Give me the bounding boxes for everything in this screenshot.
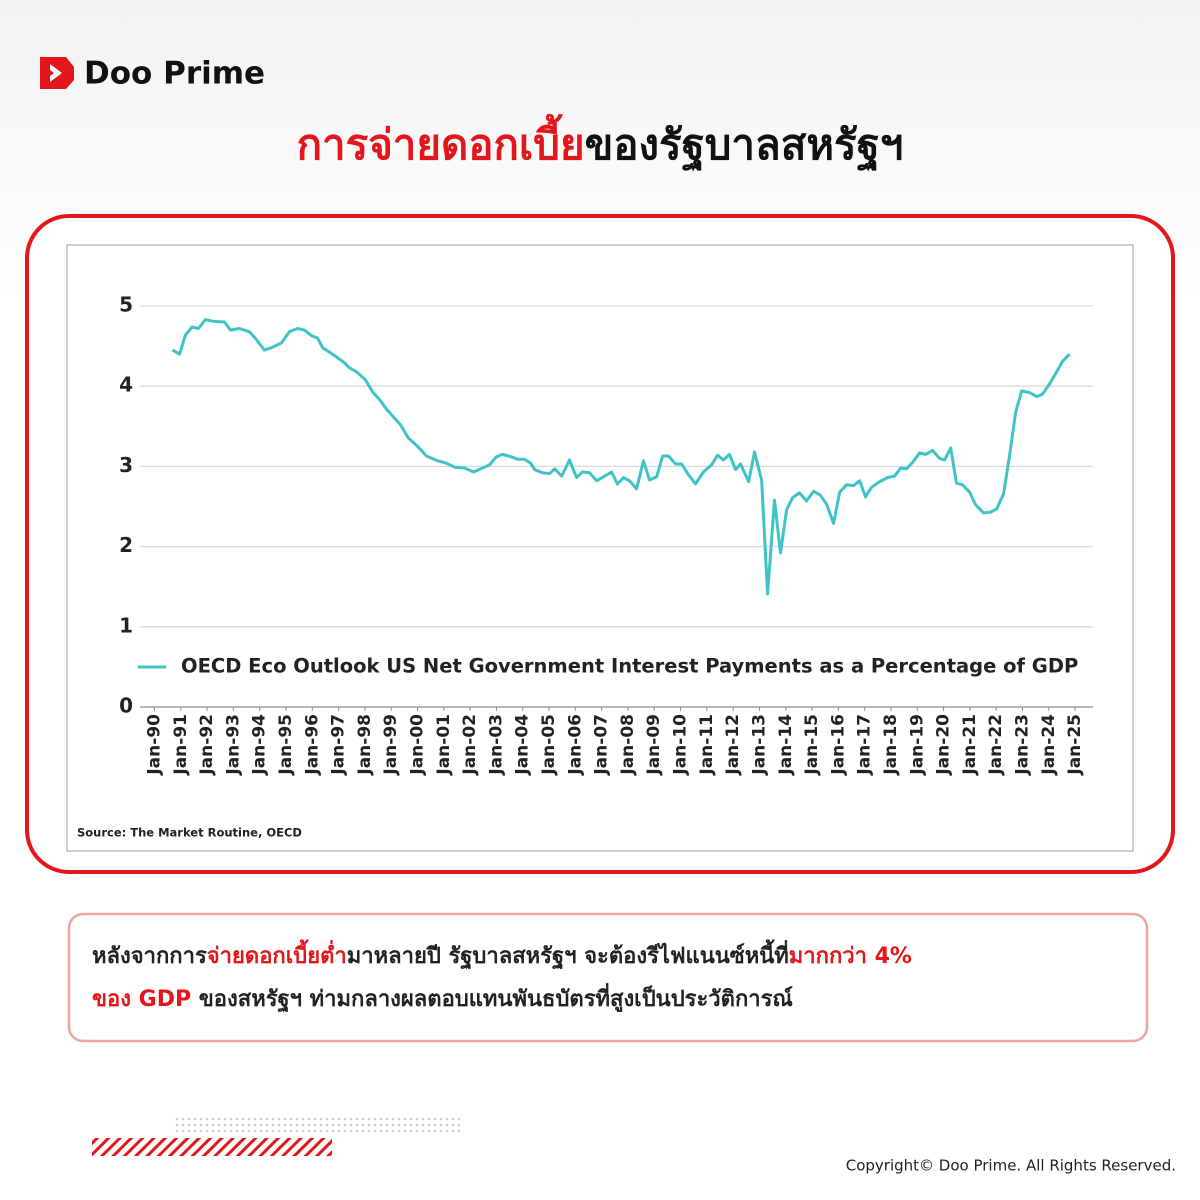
x-tick-label: Jan-98	[355, 714, 375, 776]
x-tick-label: Jan-17	[855, 714, 875, 776]
x-tick-label: Jan-01	[434, 714, 454, 776]
caption-box	[67, 912, 1149, 1043]
caption-part: หลังจากการ	[92, 944, 207, 969]
x-tick-label: Jan-25	[1065, 714, 1085, 776]
x-tick-label: Jan-94	[250, 714, 270, 776]
y-tick-label: 2	[119, 533, 133, 557]
x-tick-label: Jan-91	[171, 714, 191, 776]
title-part: การจ่ายดอกเบี้ย	[297, 113, 585, 169]
title: การจ่ายดอกเบี้ยของรัฐบาลสหรัฐฯ	[297, 113, 904, 172]
x-tick-label: Jan-24	[1039, 714, 1059, 776]
chart-box	[66, 244, 1134, 852]
caption-line: หลังจากการจ่ายดอกเบี้ยต่ำมาหลายปี รัฐบาล…	[92, 939, 912, 970]
x-tick-label: Jan-23	[1013, 714, 1033, 776]
x-tick-label: Jan-19	[907, 714, 927, 776]
x-tick-label: Jan-02	[460, 714, 480, 776]
x-tick-label: Jan-03	[486, 714, 506, 776]
x-tick-label: Jan-14	[776, 714, 796, 776]
caption-line: ของ GDP ของสหรัฐฯ ท่ามกลางผลตอบแทนพันธบั…	[92, 982, 793, 1013]
decor-dots	[175, 1117, 460, 1135]
x-tick-label: Jan-05	[539, 714, 559, 776]
x-tick-label: Jan-16	[828, 714, 848, 776]
x-tick-label: Jan-97	[329, 714, 349, 776]
x-tick-label: Jan-12	[723, 714, 743, 776]
title-part: ของรัฐบาลสหรัฐฯ	[585, 120, 904, 172]
x-tick-label: Jan-99	[381, 714, 401, 776]
x-tick-label: Jan-93	[223, 714, 243, 776]
chart: 0 1 2 3 4 5 Jan-90 Jan-91 Jan-92 Jan-93 Jan-94 Jan-…	[119, 293, 1093, 776]
y-tick-label: 1	[119, 613, 133, 637]
x-tick-label: Jan-96	[302, 714, 322, 776]
y-tick-label: 3	[119, 453, 133, 477]
source: Source: The Market Routine, OECD	[77, 826, 302, 840]
x-tick-label: Jan-09	[644, 714, 664, 776]
logo: Doo Prime	[40, 56, 265, 92]
caption-part: มากกว่า 4%	[789, 944, 912, 969]
x-tick-label: Jan-20	[934, 714, 954, 776]
caption-part: ของ GDP	[92, 987, 191, 1012]
caption: หลังจากการจ่ายดอกเบี้ยต่ำมาหลายปี รัฐบาล…	[92, 939, 912, 1013]
x-tick-label: Jan-10	[671, 714, 691, 776]
x-tick-label: Jan-07	[592, 714, 612, 776]
x-tick-label: Jan-08	[618, 714, 638, 776]
x-tick-label: Jan-13	[749, 714, 769, 776]
x-tick-label: Jan-18	[881, 714, 901, 776]
x-tick-label: Jan-04	[513, 714, 533, 776]
caption-part: ของสหรัฐฯ ท่ามกลางผลตอบแทนพันธบัตรที่สูง…	[191, 982, 793, 1013]
decor-stripes	[92, 1138, 332, 1156]
x-tick-label: Jan-15	[802, 714, 822, 776]
x-tick-label: Jan-92	[197, 714, 217, 776]
caption-part: มาหลายปี รัฐบาลสหรัฐฯ จะต้องรีไฟแนนซ์หนี…	[347, 939, 789, 970]
x-tick-label: Jan-06	[565, 714, 585, 776]
x-tick-label: Jan-22	[986, 714, 1006, 776]
legend-label: OECD Eco Outlook US Net Government Inter…	[181, 655, 1078, 678]
x-tick-label: Jan-11	[697, 714, 717, 776]
x-tick-label: Jan-90	[144, 714, 164, 776]
y-tick-label: 5	[119, 293, 133, 317]
y-tick-label: 4	[119, 373, 133, 397]
copyright: Copyright© Doo Prime. All Rights Reserve…	[846, 1157, 1176, 1175]
logo-text: Doo Prime	[84, 56, 265, 92]
x-tick-label: Jan-00	[408, 714, 428, 776]
line-series	[171, 318, 1071, 596]
x-tick-label: Jan-21	[960, 714, 980, 776]
logo-arrow	[50, 64, 62, 82]
caption-part: จ่ายดอกเบี้ยต่ำ	[207, 939, 347, 969]
y-tick-label: 0	[119, 694, 133, 718]
x-tick-label: Jan-95	[276, 714, 296, 776]
